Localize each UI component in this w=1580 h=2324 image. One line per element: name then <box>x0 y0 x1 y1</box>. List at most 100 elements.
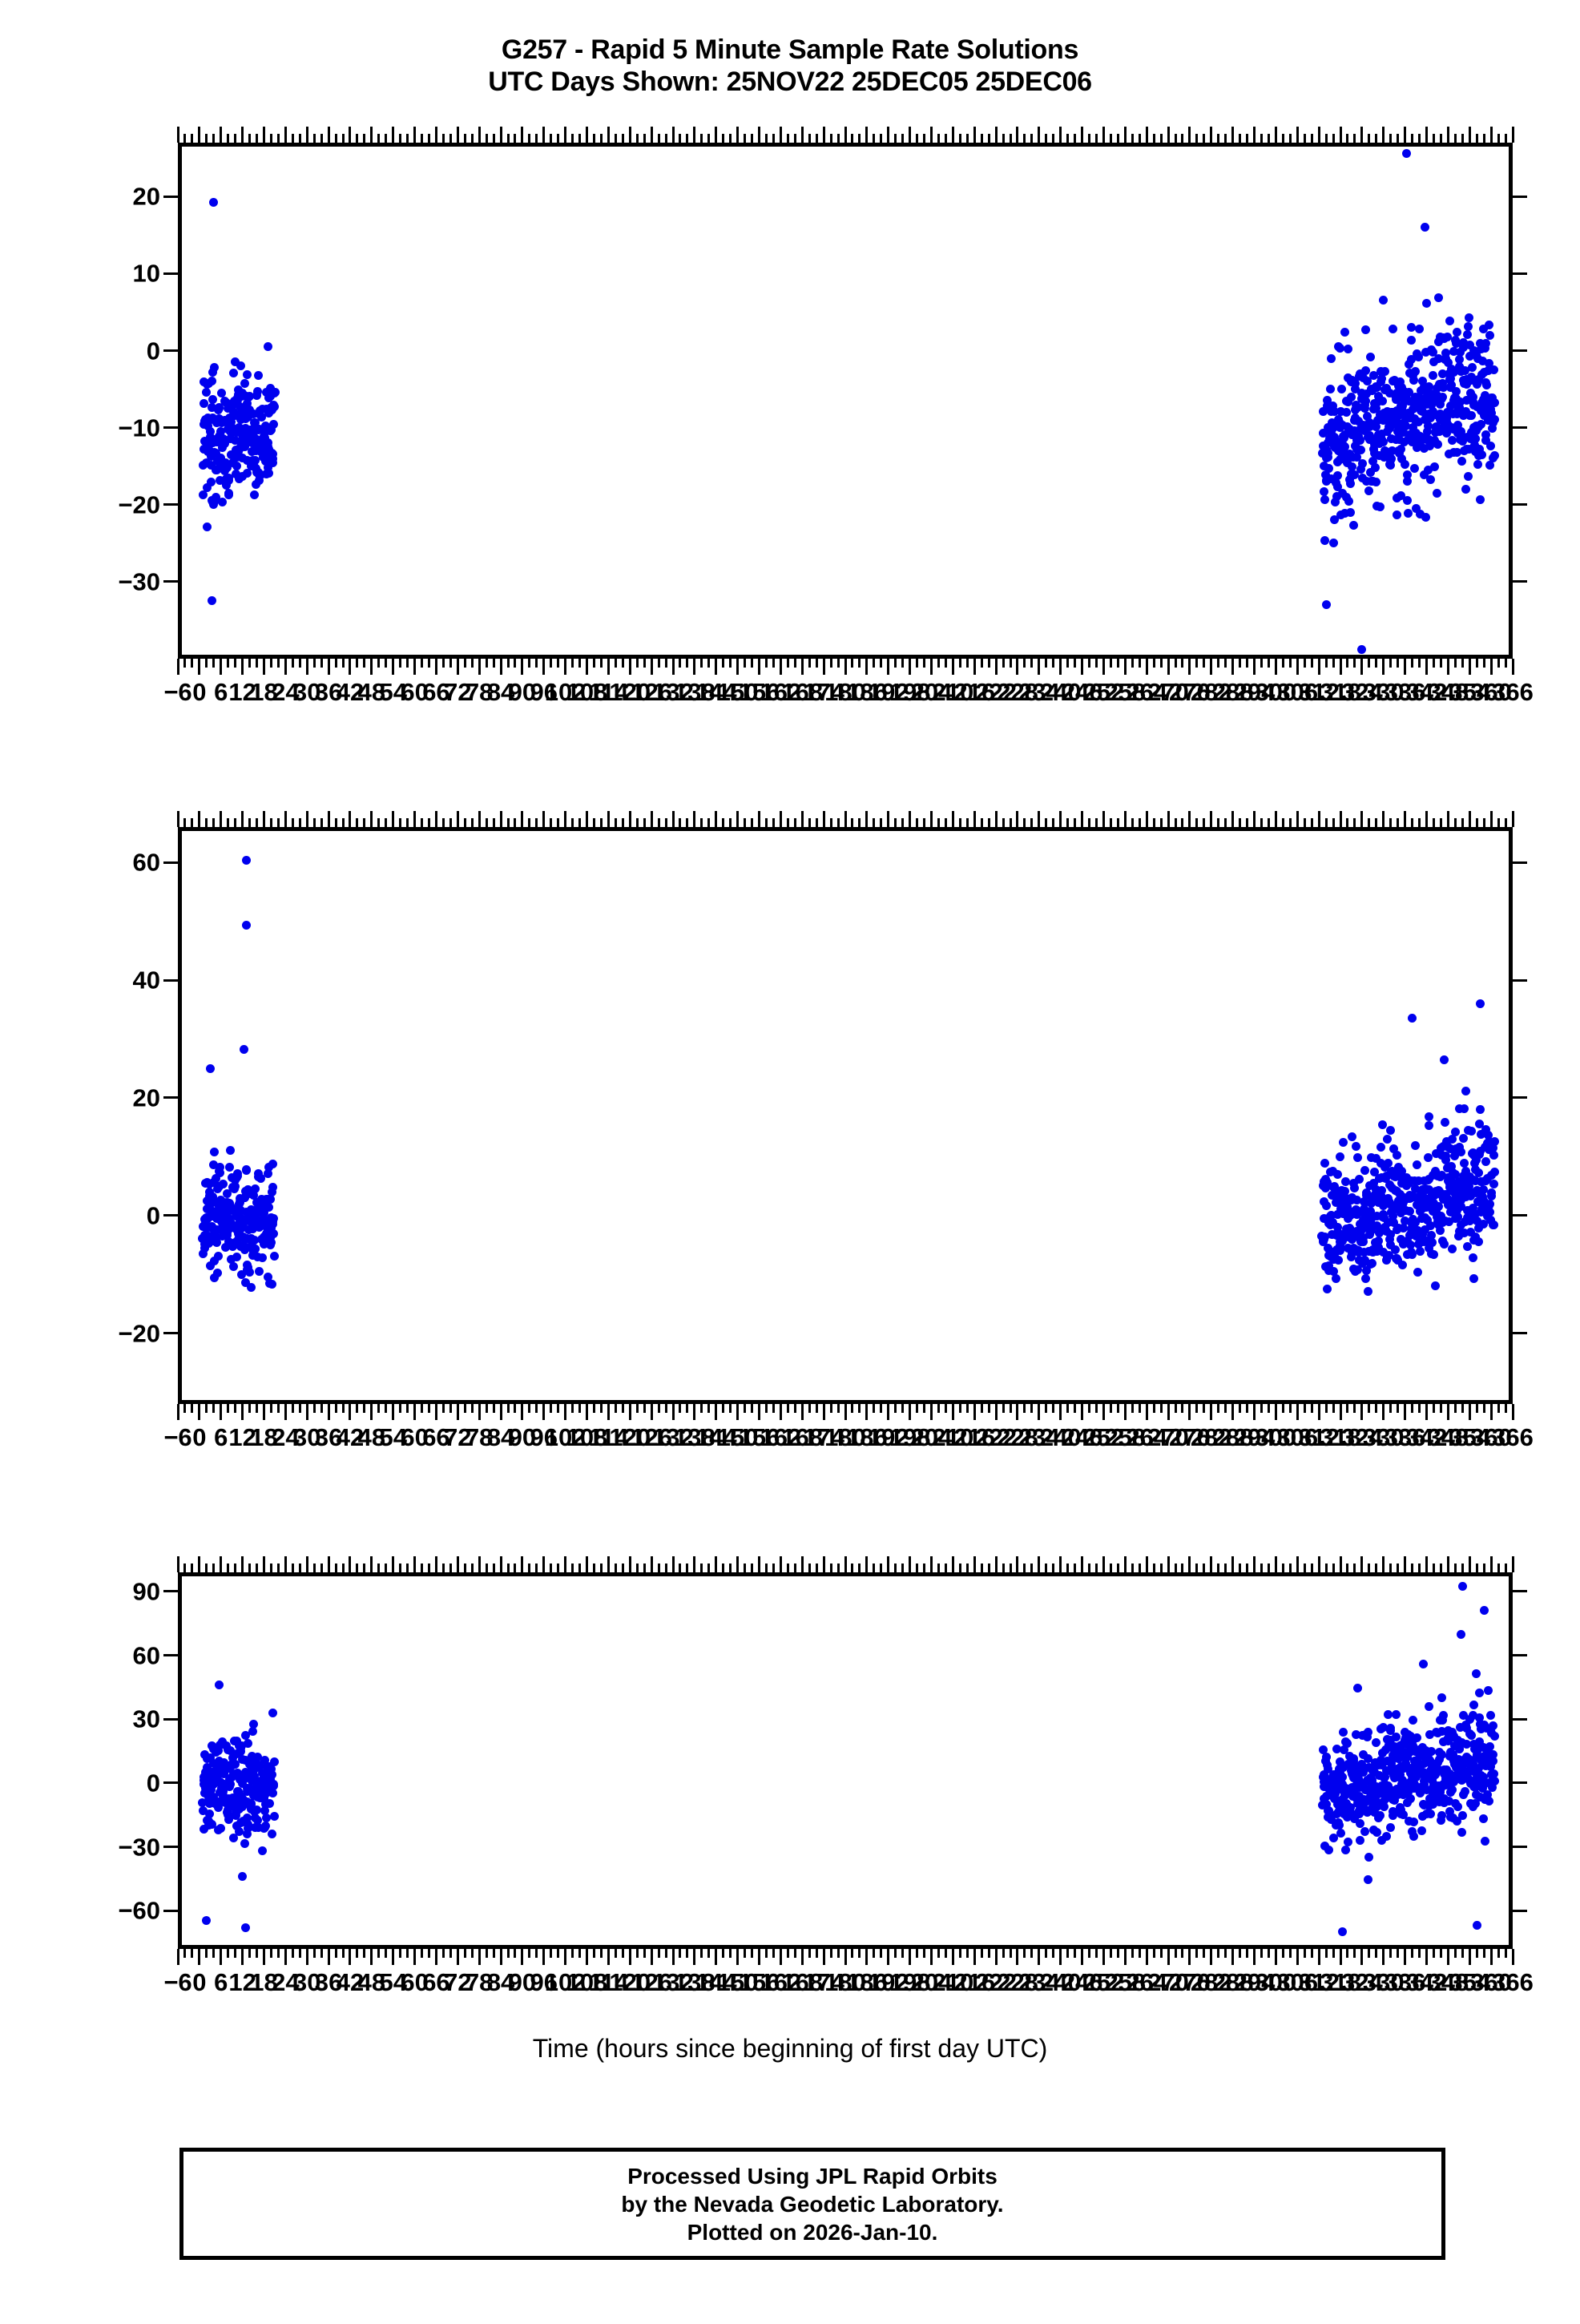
x-tick-minor <box>987 1563 990 1572</box>
x-tick-minor <box>506 1404 510 1413</box>
data-point <box>1437 378 1447 388</box>
plot-frame <box>178 1572 1513 1949</box>
data-point <box>1336 343 1345 353</box>
data-point <box>255 1203 264 1212</box>
x-tick-minor <box>1131 1949 1134 1958</box>
data-point <box>267 1770 276 1780</box>
x-tick-minor <box>1411 1563 1414 1572</box>
data-point <box>1392 510 1401 519</box>
data-point <box>1352 1265 1362 1274</box>
data-point <box>1371 422 1380 431</box>
x-tick-major <box>564 659 567 675</box>
x-tick-minor <box>1260 1404 1263 1413</box>
x-tick-major <box>929 127 933 143</box>
x-tick-minor <box>1482 1949 1485 1958</box>
data-point <box>1424 421 1433 430</box>
x-tick-major <box>521 659 524 675</box>
data-point <box>1442 429 1452 438</box>
x-tick-minor <box>1138 1404 1141 1413</box>
data-point <box>1467 1126 1477 1136</box>
x-tick-minor <box>1332 1563 1335 1572</box>
x-tick-minor <box>1482 134 1485 143</box>
x-tick-minor <box>635 1563 639 1572</box>
data-point <box>1405 1207 1415 1216</box>
x-tick-minor <box>1181 1949 1184 1958</box>
x-tick-minor <box>1074 134 1077 143</box>
x-tick-minor <box>829 134 832 143</box>
data-point <box>1427 1760 1437 1769</box>
x-tick-minor <box>385 1404 388 1413</box>
x-tick-minor <box>944 659 947 668</box>
data-point-outlier <box>1408 1014 1417 1023</box>
data-point <box>1389 376 1399 385</box>
x-tick-minor <box>635 659 639 668</box>
plot-frame <box>178 143 1513 659</box>
x-tick-major <box>1382 1404 1385 1420</box>
x-tick-major <box>392 1949 395 1965</box>
x-tick-minor <box>1346 134 1349 143</box>
x-tick-minor <box>1224 1949 1227 1958</box>
data-point <box>1396 1234 1405 1244</box>
data-point <box>1455 1745 1465 1754</box>
x-tick-minor <box>341 1949 345 1958</box>
x-tick-minor <box>901 659 905 668</box>
x-tick-minor <box>1260 134 1263 143</box>
data-point <box>1389 419 1398 429</box>
y-tick-right <box>1513 1909 1527 1912</box>
x-tick-minor <box>248 1949 252 1958</box>
x-tick-major <box>693 127 696 143</box>
data-point <box>1475 1147 1485 1156</box>
x-tick-minor <box>1052 1404 1055 1413</box>
data-point <box>1420 470 1429 479</box>
plot-frame <box>178 827 1513 1404</box>
x-tick-major <box>586 1404 589 1420</box>
data-point <box>1384 1709 1393 1719</box>
data-point <box>1333 1192 1343 1202</box>
data-point <box>1453 1232 1463 1241</box>
x-tick-label: 0 <box>192 678 207 706</box>
x-tick-minor <box>643 659 646 668</box>
x-tick-minor <box>1439 659 1442 668</box>
x-tick-minor <box>729 134 732 143</box>
data-point <box>1473 460 1482 470</box>
x-tick-minor <box>463 1563 466 1572</box>
x-tick-label: 6 <box>214 1968 228 1996</box>
x-tick-minor <box>980 1949 983 1958</box>
x-tick-major <box>499 811 502 827</box>
x-tick-minor <box>614 659 617 668</box>
x-tick-major <box>456 659 459 675</box>
data-point <box>1354 417 1364 426</box>
x-tick-minor <box>815 818 818 827</box>
x-tick-minor <box>320 134 323 143</box>
x-tick-minor <box>858 1949 861 1958</box>
data-point <box>1454 403 1464 413</box>
data-point <box>1453 327 1461 337</box>
x-tick-minor <box>1260 818 1263 827</box>
data-point <box>1418 376 1428 385</box>
data-point-outlier <box>1476 999 1485 1008</box>
x-tick-minor <box>1368 1404 1371 1413</box>
data-point <box>232 1736 241 1745</box>
x-tick-major <box>929 811 933 827</box>
data-point <box>1382 1171 1392 1180</box>
x-tick-major <box>521 1949 524 1965</box>
x-tick-minor <box>514 1949 517 1958</box>
x-tick-label: 366 <box>1492 1423 1534 1451</box>
data-point <box>1457 456 1466 466</box>
x-tick-minor <box>686 1949 689 1958</box>
data-point <box>1392 395 1401 405</box>
x-tick-major <box>1317 1404 1320 1420</box>
data-point <box>1441 349 1450 358</box>
x-tick-minor <box>808 1563 811 1572</box>
data-point <box>1320 462 1329 471</box>
x-tick-minor <box>1195 1563 1199 1572</box>
data-point <box>224 1237 233 1247</box>
data-point <box>236 1205 246 1215</box>
data-point <box>237 1779 247 1789</box>
data-point <box>1486 405 1496 414</box>
data-point-outlier <box>238 1872 248 1882</box>
data-point <box>213 1252 223 1261</box>
x-tick-major <box>736 1556 740 1572</box>
data-point <box>1347 462 1356 472</box>
data-point <box>1363 1875 1372 1885</box>
